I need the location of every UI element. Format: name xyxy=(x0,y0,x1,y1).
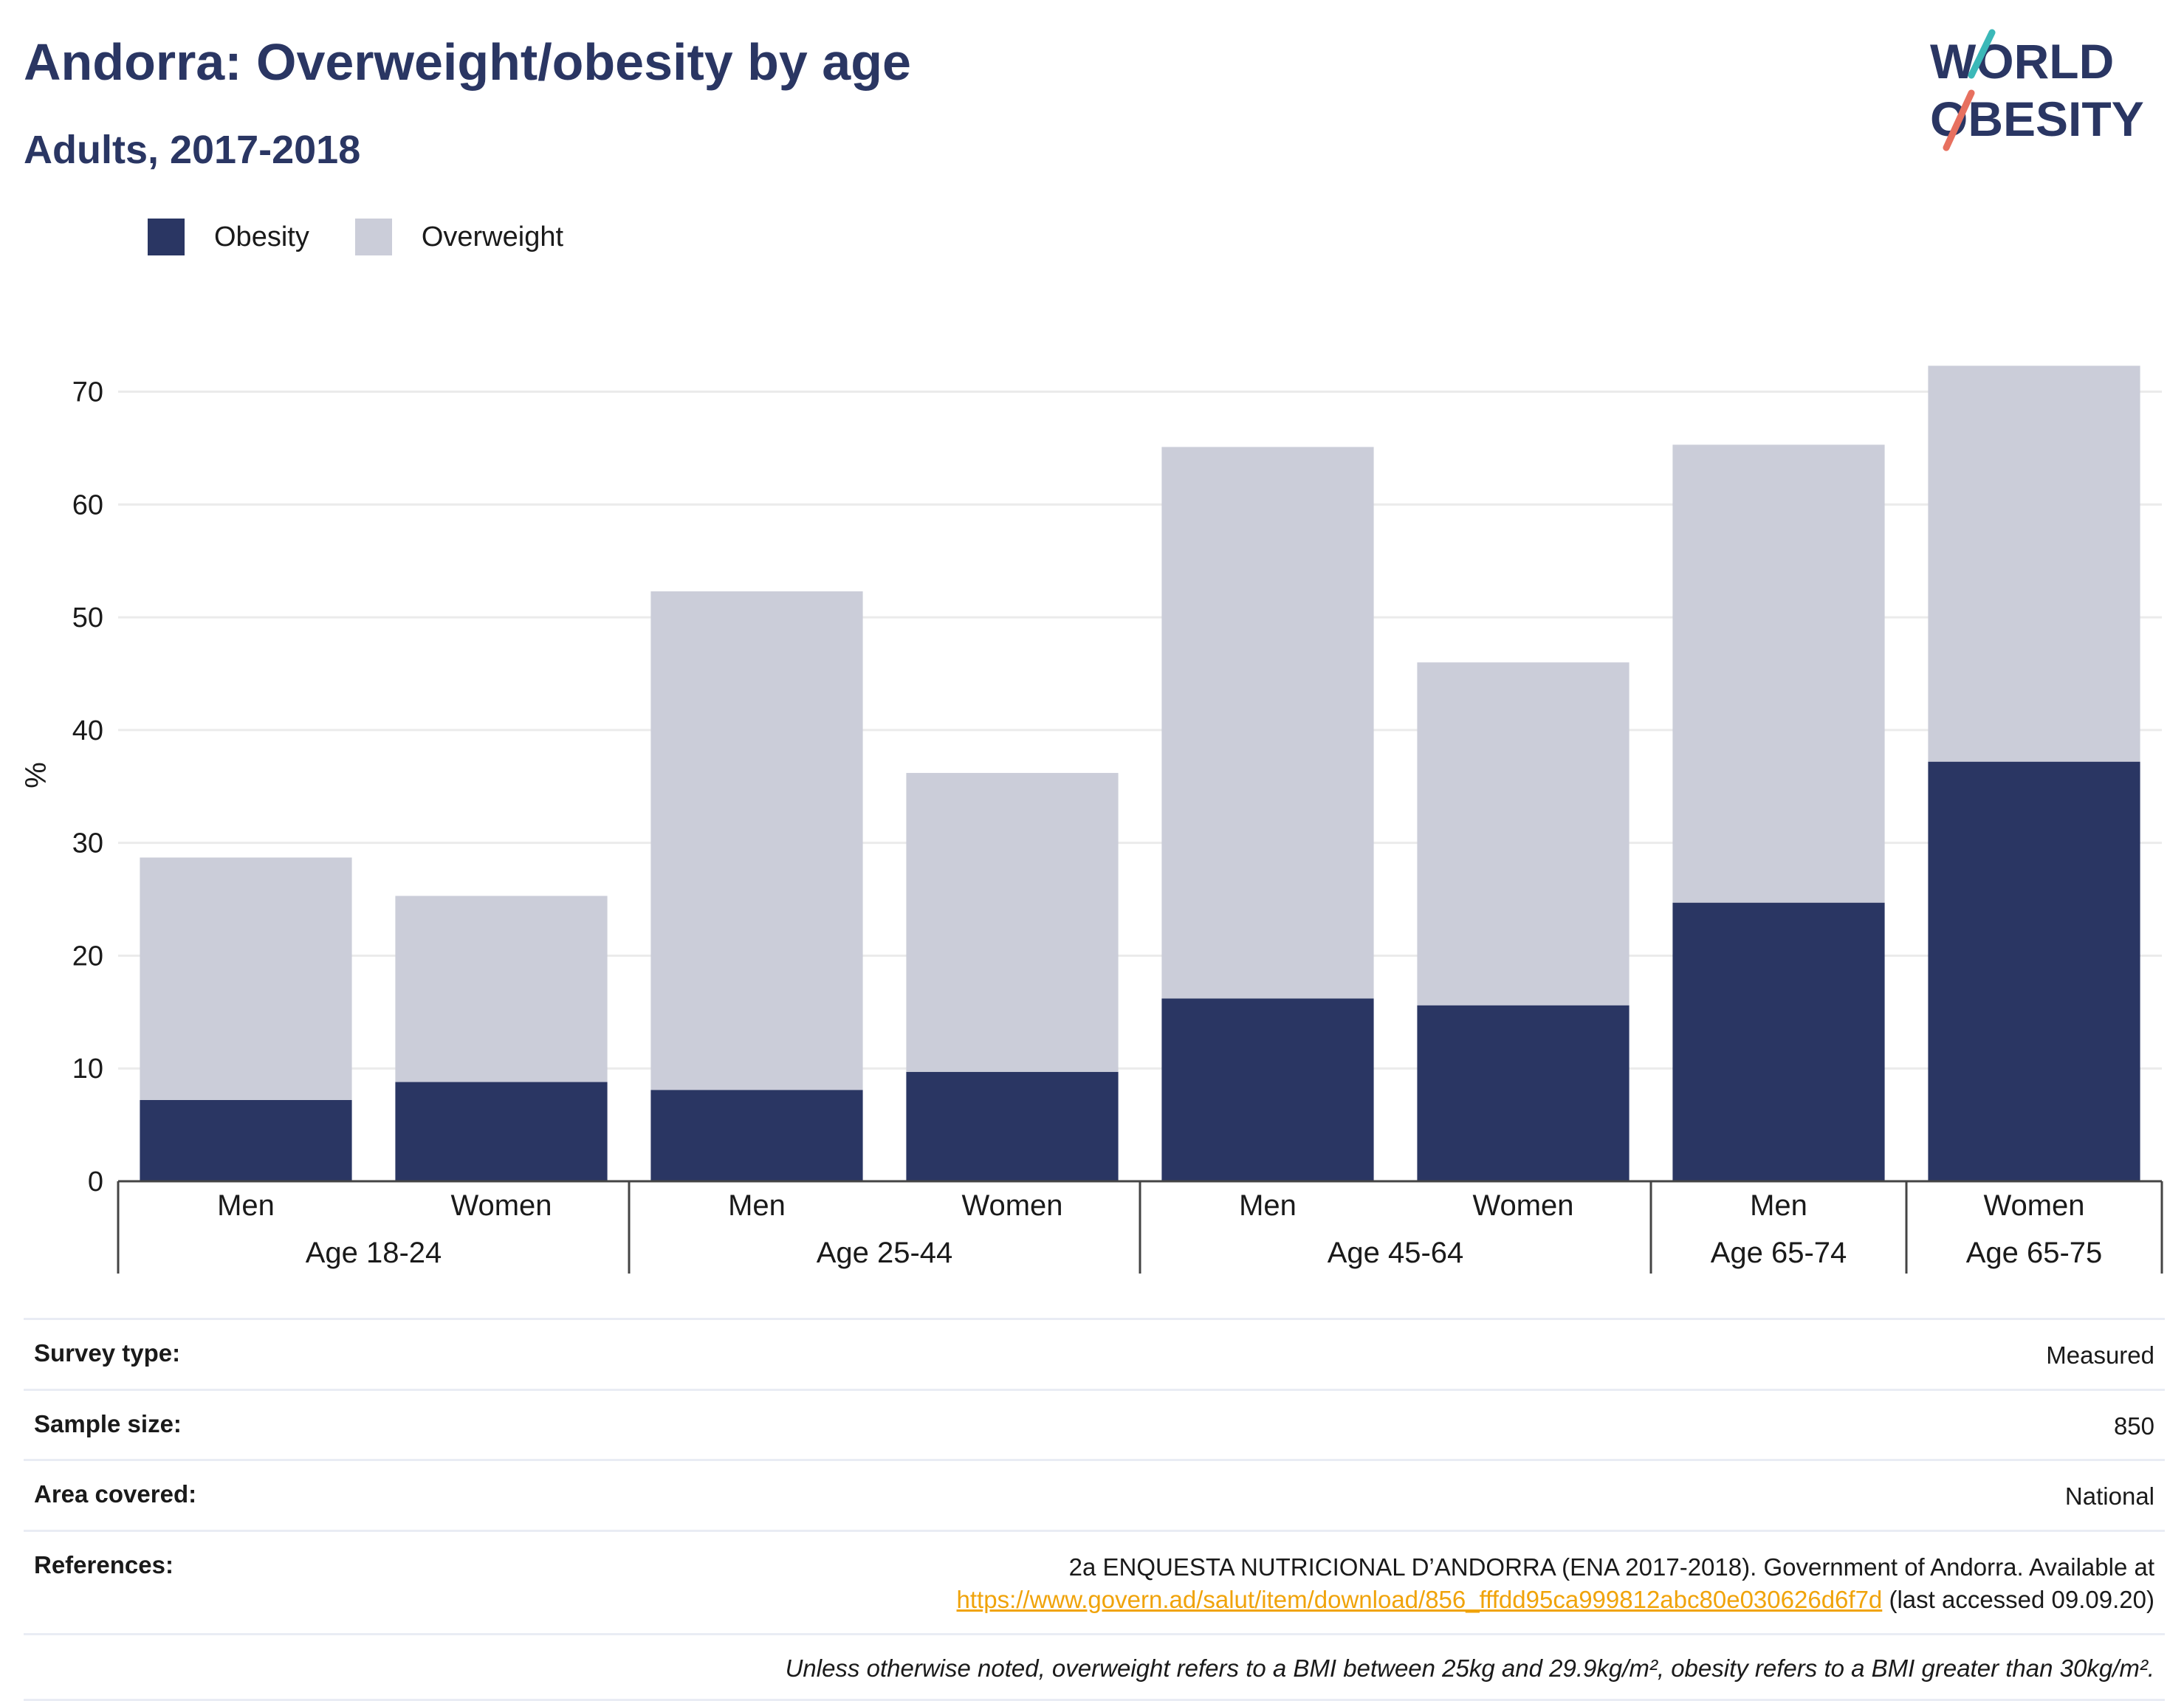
survey-type-label: Survey type: xyxy=(34,1339,181,1367)
bar-overweight[interactable] xyxy=(1161,447,1374,999)
survey-type-row: Survey type: Measured xyxy=(24,1318,2165,1389)
area-covered-value: National xyxy=(2064,1482,2154,1511)
chart-legend: Obesity Overweight xyxy=(148,219,609,255)
sample-size-value: 850 xyxy=(2113,1412,2154,1440)
y-tick-label: 30 xyxy=(72,828,103,859)
x-tick-label: Women xyxy=(1472,1189,1573,1222)
bar-overweight[interactable] xyxy=(1417,662,1630,1006)
bar-overweight[interactable] xyxy=(395,896,608,1082)
sample-size-label: Sample size: xyxy=(34,1409,182,1437)
bar-obesity[interactable] xyxy=(1928,761,2140,1181)
y-tick-label: 0 xyxy=(88,1166,103,1197)
chart-title: Andorra: Overweight/obesity by age xyxy=(24,33,911,91)
x-group-label: Age 65-75 xyxy=(1966,1237,2103,1269)
y-tick-label: 10 xyxy=(72,1054,103,1085)
x-tick-label: Women xyxy=(1983,1189,2084,1222)
x-group-label: Age 65-74 xyxy=(1711,1237,1847,1269)
area-covered-label: Area covered: xyxy=(34,1480,197,1508)
x-group-label: Age 18-24 xyxy=(306,1237,442,1269)
references-text: 2a ENQUESTA NUTRICIONAL D’ANDORRA (ENA 2… xyxy=(1068,1553,2154,1581)
x-tick-label: Women xyxy=(450,1189,552,1222)
bar-overweight[interactable] xyxy=(1672,444,1885,903)
x-tick-label: Men xyxy=(217,1189,275,1222)
y-tick-label: 60 xyxy=(72,489,103,520)
sample-size-row: Sample size: 850 xyxy=(24,1388,2165,1460)
x-group-label: Age 45-64 xyxy=(1328,1237,1464,1269)
legend-label-obesity: Obesity xyxy=(214,221,309,252)
references-suffix: (last accessed 09.09.20) xyxy=(1882,1586,2154,1614)
legend-label-overweight: Overweight xyxy=(421,221,564,252)
bar-obesity[interactable] xyxy=(140,1100,352,1181)
y-tick-label: 20 xyxy=(72,941,103,972)
x-tick-label: Men xyxy=(1239,1189,1297,1222)
bar-overweight[interactable] xyxy=(650,591,863,1090)
x-tick-label: Men xyxy=(728,1189,786,1222)
bar-obesity[interactable] xyxy=(906,1071,1119,1181)
bar-obesity[interactable] xyxy=(395,1082,608,1181)
references-link[interactable]: https://www.govern.ad/salut/item/downloa… xyxy=(956,1586,1883,1614)
bar-overweight[interactable] xyxy=(1928,365,2140,762)
legend-item-overweight[interactable]: Overweight xyxy=(354,219,564,255)
references-value: 2a ENQUESTA NUTRICIONAL D’ANDORRA (ENA 2… xyxy=(957,1551,2154,1617)
survey-type-value: Measured xyxy=(2046,1341,2154,1369)
definition-note: Unless otherwise noted, overweight refer… xyxy=(785,1654,2154,1682)
bar-obesity[interactable] xyxy=(1161,998,1374,1182)
bar-overweight[interactable] xyxy=(140,857,352,1100)
x-tick-label: Women xyxy=(961,1189,1062,1222)
bar-obesity[interactable] xyxy=(1417,1005,1630,1181)
area-covered-row: Area covered: National xyxy=(24,1459,2165,1530)
bar-obesity[interactable] xyxy=(650,1090,863,1181)
y-tick-label: 70 xyxy=(72,377,103,408)
svg-text:WORLD: WORLD xyxy=(1930,34,2114,89)
world-obesity-logo: WORLD OBESITY xyxy=(1930,29,2144,151)
legend-swatch-obesity xyxy=(148,219,185,255)
stacked-bar-chart: 0 10 20 30 40 50 60 70% Men Women Men Women Men Women… xyxy=(20,365,2163,1274)
legend-item-obesity[interactable]: Obesity xyxy=(148,219,309,255)
x-tick-label: Men xyxy=(1750,1189,1807,1222)
references-label: References: xyxy=(34,1550,174,1578)
y-axis-label: % xyxy=(20,762,52,788)
y-tick-label: 50 xyxy=(72,602,103,633)
x-group-label: Age 25-44 xyxy=(817,1237,953,1269)
y-tick-label: 40 xyxy=(72,715,103,746)
references-row: References: 2a ENQUESTA NUTRICIONAL D’AN… xyxy=(24,1529,2165,1633)
survey-info-table: Survey type: Measured Sample size: 850 A… xyxy=(24,1318,2165,1701)
bar-obesity[interactable] xyxy=(1672,902,1885,1181)
bar-overweight[interactable] xyxy=(906,772,1119,1072)
definition-note-row: Unless otherwise noted, overweight refer… xyxy=(24,1632,2165,1701)
chart-subtitle: Adults, 2017-2018 xyxy=(24,128,361,172)
legend-swatch-overweight xyxy=(354,219,392,255)
